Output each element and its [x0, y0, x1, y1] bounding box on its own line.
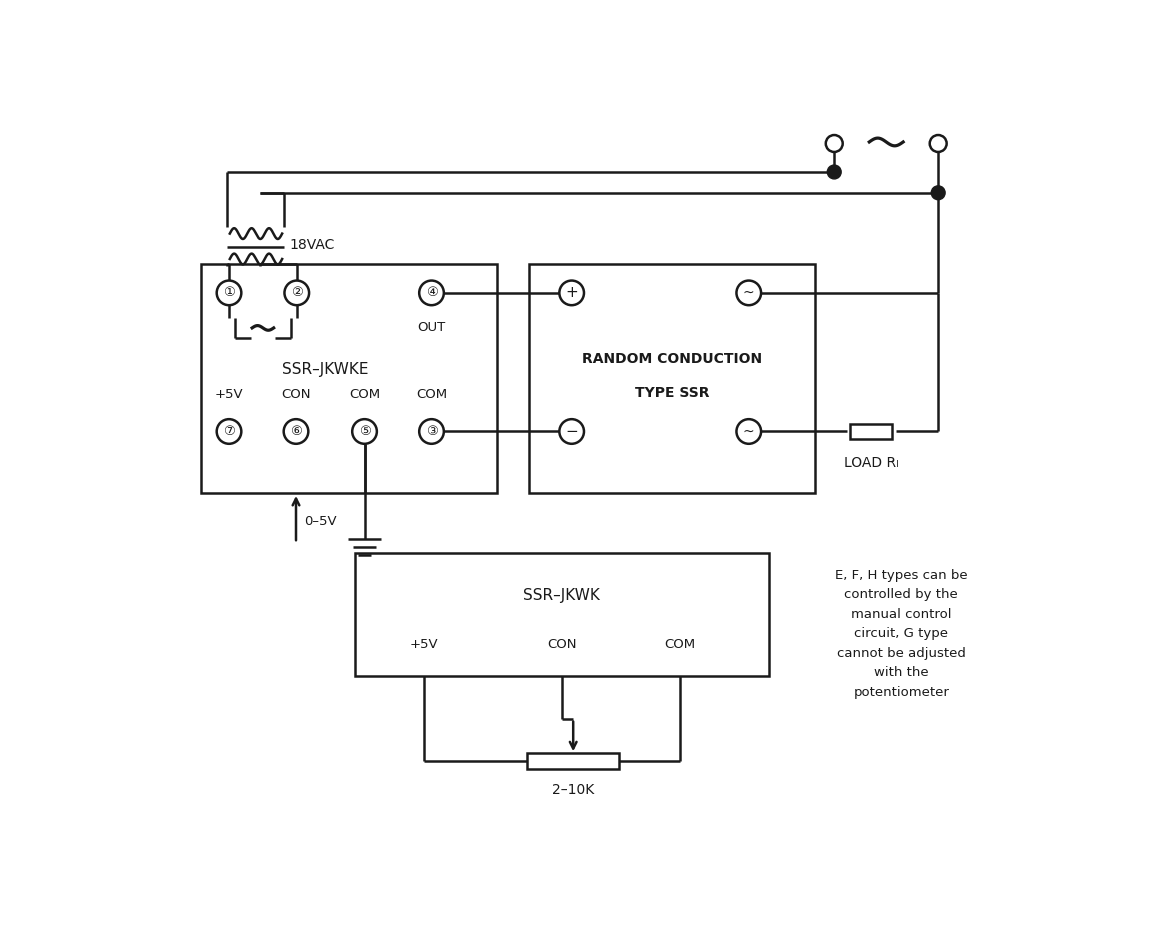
Text: ⑦: ⑦ [223, 425, 235, 438]
Circle shape [420, 419, 444, 444]
Text: CON: CON [282, 387, 310, 401]
Text: +5V: +5V [215, 387, 244, 401]
Text: OUT: OUT [417, 321, 446, 333]
Text: 2–10K: 2–10K [552, 783, 595, 797]
Text: ②: ② [291, 287, 302, 299]
Circle shape [932, 186, 945, 200]
Circle shape [929, 135, 946, 152]
Text: ⑥: ⑥ [290, 425, 302, 438]
Text: SSR–JKWK: SSR–JKWK [523, 588, 600, 603]
Text: +5V: +5V [409, 638, 438, 650]
Text: 18VAC: 18VAC [289, 238, 335, 252]
Bar [529, 265, 815, 493]
Text: COM: COM [665, 638, 696, 650]
Circle shape [352, 419, 377, 444]
Bar [850, 424, 892, 439]
Circle shape [827, 165, 841, 179]
Circle shape [216, 281, 241, 306]
Text: 0–5V: 0–5V [304, 515, 336, 528]
Circle shape [559, 281, 584, 306]
Circle shape [284, 281, 309, 306]
Text: −: − [566, 424, 578, 439]
Bar [200, 265, 497, 493]
Circle shape [826, 135, 843, 152]
Text: TYPE SSR: TYPE SSR [635, 386, 710, 400]
Text: ①: ① [223, 287, 235, 299]
Text: RANDOM CONDUCTION: RANDOM CONDUCTION [582, 352, 762, 367]
Bar [354, 553, 769, 676]
Text: ~: ~ [743, 286, 754, 300]
Text: ③: ③ [426, 425, 437, 438]
Text: +: + [566, 286, 578, 301]
Text: ~: ~ [743, 425, 754, 439]
Circle shape [420, 281, 444, 306]
Circle shape [559, 419, 584, 444]
Text: COM: COM [348, 387, 381, 401]
Text: SSR–JKWKE: SSR–JKWKE [283, 363, 369, 377]
Text: LOAD Rₗ: LOAD Rₗ [844, 456, 898, 470]
Text: ④: ④ [426, 287, 437, 299]
Circle shape [736, 419, 761, 444]
Circle shape [736, 281, 761, 306]
Text: E, F, H types can be
controlled by the
manual control
circuit, G type
cannot be : E, F, H types can be controlled by the m… [835, 568, 967, 699]
Text: CON: CON [547, 638, 576, 650]
Bar [527, 753, 620, 769]
Text: ⑤: ⑤ [359, 425, 370, 438]
Circle shape [216, 419, 241, 444]
Text: COM: COM [416, 387, 447, 401]
Circle shape [284, 419, 308, 444]
